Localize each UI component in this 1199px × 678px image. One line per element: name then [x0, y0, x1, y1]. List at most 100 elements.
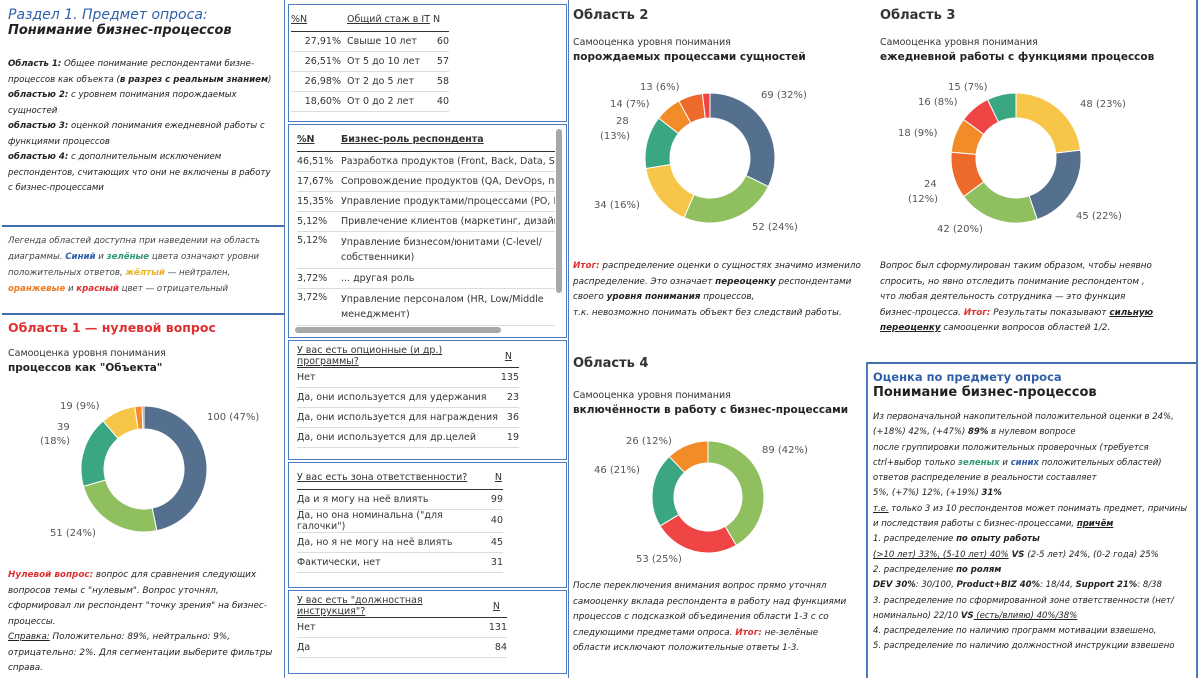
area3-note: Вопрос был сформулирован таким образом, … [880, 259, 1160, 337]
table-row[interactable]: Да, но я не могу на неё влиять 45 [297, 532, 503, 553]
donut-segment[interactable] [141, 405, 145, 430]
cell: 60 [433, 31, 449, 52]
col-header[interactable]: У вас есть "должностная инструкция"? [297, 595, 489, 618]
area1-subb: процессов как "Объекта" [8, 362, 163, 374]
area2-note-2: респондентами своего [573, 276, 852, 303]
area2-note: Итог: распределение оценки о сущностях з… [573, 259, 863, 321]
donut-segment[interactable] [683, 174, 770, 224]
cell: 27,91% [291, 31, 341, 52]
area4-note-red: Итог: [735, 627, 762, 638]
col-header[interactable]: N [433, 9, 449, 32]
sum-l1: Из первоначальной накопительной положите… [873, 412, 1174, 438]
donut-segment[interactable] [707, 440, 765, 547]
intro-b5: областью 4: [8, 152, 69, 162]
table-row[interactable]: 5,12% Управление бизнесом/юнитами (C-leve… [297, 231, 555, 269]
area3-sub: Самооценка уровня понимания [880, 37, 1038, 48]
cell: 3,72% [297, 288, 341, 326]
table-row[interactable]: Нет 135 [297, 367, 519, 388]
zone-panel: У вас есть зона ответственности? N Да и … [288, 462, 567, 588]
divider [2, 225, 284, 227]
horizontal-scrollbar[interactable] [295, 327, 501, 333]
sum-l10: 4. распределение по наличию программ мот… [873, 626, 1157, 637]
table-row[interactable]: Нет 131 [297, 617, 507, 638]
area3-note-b: сильную переоценку [880, 307, 1154, 334]
legend-p4: цвет — отрицательный [118, 284, 229, 294]
cell: 5,12% [297, 211, 341, 232]
col-header[interactable]: N [488, 595, 507, 618]
area1-donut[interactable] [78, 403, 210, 535]
donut-segment[interactable] [986, 92, 1017, 123]
area3-label: 42 (20%) [937, 224, 983, 235]
table-row[interactable]: 5,12% Привлечение клиентов (маркетинг, ди… [297, 211, 555, 232]
sum-l9u: (есть/влияю) 40%/38% [973, 610, 1078, 621]
vertical-scrollbar[interactable] [556, 129, 562, 293]
col-header[interactable]: %N [297, 129, 341, 152]
cell: 31 [490, 552, 503, 573]
table-header: У вас есть "должностная инструкция"? N [297, 595, 507, 618]
table-row[interactable]: 3,72%... другая роль [297, 268, 555, 289]
area3-note-red: Итог: [963, 307, 991, 318]
intro-t4: оценкой понимания ежедневной работы с фу… [8, 121, 265, 147]
sum-l2: после группировки положительных провероч… [873, 442, 1149, 468]
donut-segment[interactable] [668, 440, 709, 474]
cell: 45 [490, 532, 503, 553]
separator [568, 0, 569, 678]
col-header[interactable]: N [500, 345, 519, 368]
cell: Да, но я не могу на неё влиять [297, 532, 491, 553]
donut-segment[interactable] [645, 163, 695, 219]
area2-label: 34 (16%) [594, 200, 640, 211]
table-row[interactable]: 15,35% Управление продуктами/процессами (… [297, 191, 555, 212]
area3-donut[interactable] [950, 92, 1082, 224]
donut-segment[interactable] [143, 405, 208, 532]
sum-l2s: синих [1010, 457, 1039, 468]
intro-t1: Общее понимание респондентами бизне-проц… [8, 59, 254, 85]
cell: Да, они используется для удержания [297, 387, 501, 408]
cell: Сопровождение продуктов (QA, DevOps, под… [341, 171, 555, 192]
table-row[interactable]: 46,51% Разработка продуктов (Front, Back,… [297, 151, 555, 172]
table-row[interactable]: Фактически, нет 31 [297, 552, 503, 573]
table-row[interactable]: Да, но она номинальна ("для галочки") 40 [297, 509, 503, 533]
table-row[interactable]: 27,91% Свыше 10 лет 60 [291, 31, 449, 52]
table-header: У вас есть зона ответственности? N [297, 467, 503, 490]
col-header[interactable]: Бизнес-роль респондента [341, 129, 555, 152]
donut-segment[interactable] [1015, 92, 1082, 154]
col-header[interactable]: N [490, 467, 503, 490]
donut-segment[interactable] [659, 513, 737, 554]
donut-segment[interactable] [1028, 149, 1082, 221]
table-row[interactable]: 3,72% Управление персоналом (HR, Low/Midd… [297, 288, 555, 326]
table-row[interactable]: Да и я могу на неё влиять 99 [297, 489, 503, 510]
area4-sub: Самооценка уровня понимания [573, 390, 731, 401]
cell: От 5 до 10 лет [341, 51, 433, 72]
table-row[interactable]: Да, они используется для удержания 23 [297, 387, 519, 408]
area4-note-2: не-зелёные области исключают положительн… [573, 627, 819, 654]
col-header[interactable]: Общий стаж в IT [341, 9, 433, 32]
donut-segment[interactable] [82, 479, 158, 533]
intro-b2: в разрез с реальным знанием [119, 74, 269, 85]
donut-segment[interactable] [701, 92, 711, 119]
area2-label: 69 (32%) [761, 90, 807, 101]
stazh-table: %N Общий стаж в IT N 27,91% Свыше 10 лет 6… [291, 9, 449, 112]
separator [284, 0, 285, 678]
area3-segments [950, 92, 1082, 224]
col-header[interactable]: У вас есть опционные (и др.) программы? [297, 345, 501, 368]
table-row[interactable]: 26,98% От 2 до 5 лет 58 [291, 71, 449, 92]
donut-segment[interactable] [709, 92, 776, 188]
table-row[interactable]: 17,67% Сопровождение продуктов (QA, DevOp… [297, 171, 555, 192]
section-subheading: Понимание бизнес-процессов [8, 23, 232, 38]
table-row[interactable]: 18,60% От 0 до 2 лет 40 [291, 91, 449, 112]
area2-label: 13 (6%) [640, 82, 680, 93]
table-row[interactable]: Да 84 [297, 637, 507, 658]
cell: 36 [500, 407, 519, 428]
table-row[interactable]: Да, они используется для др.целей 19 [297, 427, 519, 448]
table-row[interactable]: 26,51% От 5 до 10 лет 57 [291, 51, 449, 72]
area2-note-b1: переоценку [715, 276, 776, 287]
zone-table: У вас есть зона ответственности? N Да и … [297, 467, 503, 573]
table-row[interactable]: Да, они используется для награждения 36 [297, 407, 519, 428]
area2-label: (13%) [600, 131, 631, 142]
cell: Да, они используется для др.целей [297, 427, 501, 448]
area2-donut[interactable] [644, 92, 776, 224]
area4-donut[interactable] [651, 440, 765, 554]
col-header[interactable]: У вас есть зона ответственности? [297, 467, 491, 490]
cell: Да [297, 637, 489, 658]
col-header[interactable]: %N [291, 9, 341, 32]
